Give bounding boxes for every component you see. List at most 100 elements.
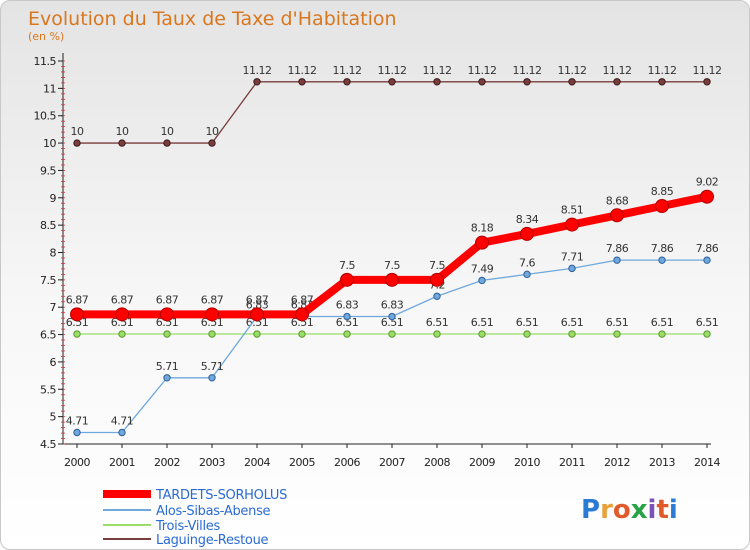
- legend-label: Laguinge-Restoue: [156, 533, 269, 548]
- data-label: 6.51: [156, 316, 179, 329]
- data-label: 4.71: [66, 415, 89, 428]
- proxiti-logo: Proxiti: [581, 495, 678, 525]
- data-point: [568, 264, 576, 273]
- data-label: 6.87: [111, 293, 134, 306]
- data-point: [343, 330, 351, 338]
- data-label: 7.86: [651, 242, 674, 255]
- series-0: 6.87 6.87 6.87 6.87 6.87 6.87 7.5 7.5 7.5 8.18 8.3…: [66, 176, 719, 322]
- data-label: 11.12: [648, 64, 677, 77]
- x-tick-label: 2012: [604, 456, 630, 469]
- data-point: [73, 428, 81, 437]
- data-label: 8.68: [606, 194, 629, 207]
- logo-letter: x: [631, 495, 648, 525]
- y-tick-label: 9.5: [40, 164, 56, 177]
- data-point: [160, 307, 174, 322]
- x-tick-label: 2002: [154, 456, 180, 469]
- data-label: 8.18: [471, 222, 494, 235]
- series-3: 10 10 10 10 11.12 11.12 11.12 11.12 11.12 11.12 11…: [71, 64, 722, 147]
- data-label: 6.83: [246, 299, 269, 312]
- data-label: 6.83: [381, 299, 404, 312]
- data-point: [523, 78, 531, 86]
- x-tick-label: 2013: [649, 456, 675, 469]
- logo-letter: t: [656, 495, 668, 525]
- data-label: 6.51: [66, 316, 89, 329]
- data-label: 7.5: [429, 259, 445, 272]
- data-point: [568, 330, 576, 338]
- data-label: 11.12: [693, 64, 722, 77]
- data-point: [613, 330, 621, 338]
- data-point: [433, 78, 441, 86]
- data-label: 7.71: [561, 250, 584, 263]
- data-point: [478, 78, 486, 86]
- logo-letter: i: [648, 495, 657, 525]
- data-label: 6.51: [201, 316, 224, 329]
- data-label: 9.02: [696, 176, 719, 189]
- data-label: 10: [71, 125, 84, 138]
- axes: 4.5 5 5.5 6 6.5 7 7.5 8 8.5 9 9.5 10 10.5 11 11.5 2000 2…: [34, 53, 721, 469]
- data-point: [253, 330, 261, 338]
- data-point: [658, 330, 666, 338]
- logo-letter: P: [581, 495, 600, 525]
- data-label: 8.51: [561, 204, 584, 217]
- legend-label: Alos-Sibas-Abense: [156, 504, 271, 519]
- data-label: 5.71: [156, 360, 179, 373]
- y-tick-label: 8: [50, 247, 57, 260]
- y-tick-label: 10: [43, 137, 56, 150]
- proxiti-logo-text: Proxiti: [581, 495, 678, 525]
- data-point: [115, 307, 129, 322]
- logo-letter: i: [669, 495, 678, 525]
- y-tick-label: 9: [50, 192, 57, 205]
- data-label: 6.51: [651, 316, 674, 329]
- data-point: [208, 374, 216, 382]
- data-label: 8.85: [651, 185, 674, 198]
- data-point: [343, 312, 351, 321]
- data-label: 6.51: [111, 316, 134, 329]
- y-tick-label: 5: [50, 411, 57, 424]
- x-tick-label: 2000: [64, 456, 90, 469]
- data-point: [73, 139, 81, 147]
- chart-title: Evolution du Taux de Taxe d'Habitation: [28, 8, 397, 30]
- y-tick-label: 5.5: [40, 383, 56, 396]
- logo-letter: r: [600, 495, 613, 525]
- data-label: 10: [116, 125, 129, 138]
- data-label: 6.87: [201, 293, 224, 306]
- data-point: [118, 330, 126, 338]
- data-point: [703, 330, 711, 338]
- data-label: 11.12: [558, 64, 587, 77]
- data-label: 11.12: [243, 64, 272, 77]
- data-label: 7.5: [339, 259, 355, 272]
- legend-label: Trois-Villes: [155, 519, 220, 534]
- y-tick-label: 4.5: [40, 438, 56, 451]
- data-label: 11.12: [468, 64, 497, 77]
- x-tick-label: 2008: [424, 456, 450, 469]
- logo-letter: o: [613, 495, 631, 525]
- data-point: [205, 307, 219, 322]
- data-label: 7.86: [606, 242, 629, 255]
- data-point: [118, 139, 126, 147]
- y-tick-label: 11.5: [34, 55, 57, 68]
- y-tick-label: 7.5: [40, 274, 56, 287]
- data-point: [295, 307, 309, 322]
- data-point: [208, 330, 216, 338]
- y-tick-label: 11: [43, 82, 56, 95]
- data-point: [163, 374, 171, 382]
- data-point: [385, 272, 399, 287]
- data-label: 6.51: [606, 316, 629, 329]
- data-point: [433, 292, 441, 300]
- data-label: 6.51: [246, 316, 269, 329]
- data-point: [478, 330, 486, 338]
- data-point: [343, 78, 351, 86]
- data-label: 11.12: [423, 64, 452, 77]
- data-label: 6.51: [516, 316, 539, 329]
- data-label: 6.87: [291, 293, 314, 306]
- data-point: [613, 78, 621, 86]
- data-point: [73, 330, 81, 338]
- data-label: 10: [161, 125, 174, 138]
- data-label: 6.87: [156, 293, 179, 306]
- data-point: [430, 272, 444, 287]
- data-label: 6.87: [246, 293, 269, 306]
- data-point: [478, 276, 486, 285]
- x-tick-label: 2006: [334, 456, 360, 469]
